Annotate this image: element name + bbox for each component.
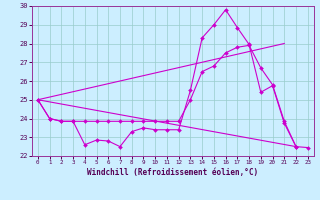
X-axis label: Windchill (Refroidissement éolien,°C): Windchill (Refroidissement éolien,°C): [87, 168, 258, 177]
